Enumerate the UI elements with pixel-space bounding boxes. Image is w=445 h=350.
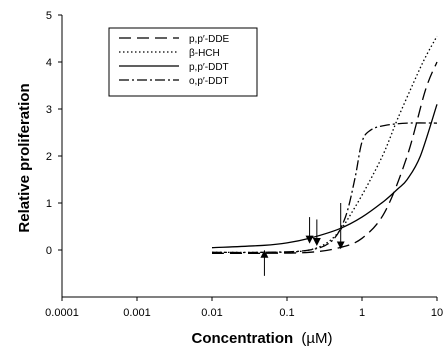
- series-line-2: [211, 35, 438, 254]
- annotation-layer: [260, 203, 345, 276]
- x-tick-label: 10: [431, 307, 443, 319]
- y-tick-label: 0: [46, 245, 52, 257]
- series-line-1: [211, 61, 438, 254]
- x-axis-label: Concentration (µM): [192, 330, 333, 347]
- legend-box: [108, 27, 258, 97]
- ticks: 0.0001 0.001 0.01 0.1 1 10 0 1 2 3 4 5: [45, 10, 443, 319]
- x-tick-label: 0.001: [123, 307, 151, 319]
- legend-label: p,p′-DDT: [189, 62, 229, 73]
- series-line-4: [211, 122, 438, 254]
- x-tick-label: 0.01: [201, 307, 222, 319]
- y-tick-label: 5: [46, 10, 52, 22]
- y-tick-label: 4: [46, 57, 52, 69]
- y-tick-label: 2: [46, 151, 52, 163]
- x-axis-label-unit: (µM): [301, 330, 332, 347]
- y-tick-label: 1: [46, 198, 52, 210]
- x-tick-label: 1: [359, 307, 365, 319]
- y-axis-label: Relative proliferation: [16, 83, 33, 232]
- x-tick-label: 0.1: [279, 307, 294, 319]
- x-tick-label: 0.0001: [45, 307, 79, 319]
- y-tick-label: 3: [46, 104, 52, 116]
- legend-label: p,p′-DDE: [189, 34, 230, 45]
- legend-label: β-HCH: [189, 48, 220, 59]
- series-layer: [211, 35, 438, 254]
- legend: p,p′-DDE β-HCH p,p′-DDT o,p′-DDT: [108, 27, 258, 97]
- x-axis-label-text: Concentration: [192, 330, 294, 347]
- legend-label: o,p′-DDT: [189, 76, 229, 87]
- series-line-3: [211, 104, 438, 249]
